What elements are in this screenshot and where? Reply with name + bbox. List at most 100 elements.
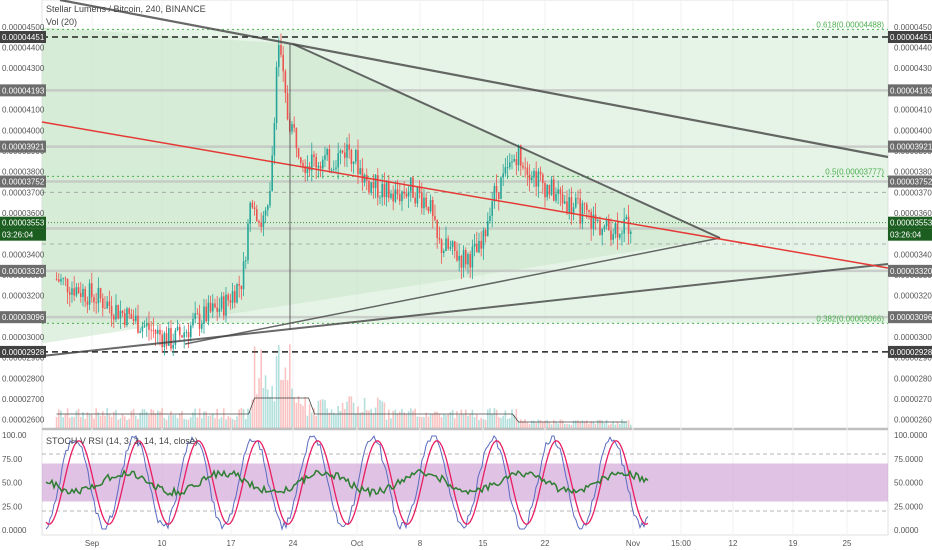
- candle-body: [405, 193, 408, 197]
- volume-bar: [242, 409, 245, 428]
- stoch-tick-label: 100.0000: [894, 431, 928, 440]
- candle-body: [183, 332, 185, 338]
- volume-bar: [106, 408, 108, 428]
- triangle-fill: [42, 27, 888, 344]
- candle-body: [621, 233, 623, 235]
- volume-bar: [530, 420, 533, 428]
- candle-body: [302, 162, 304, 167]
- volume-bar: [429, 414, 432, 428]
- candle-body: [623, 219, 625, 234]
- volume-bar: [519, 419, 522, 428]
- candle-body: [546, 184, 548, 198]
- candle-body: [282, 54, 284, 72]
- volume-bar: [299, 403, 302, 428]
- left-level-label: 0.00003921: [2, 143, 45, 152]
- candle-body: [75, 287, 78, 296]
- candle-body: [508, 162, 511, 168]
- candle-body: [172, 344, 174, 349]
- right-level-label-box: [888, 311, 932, 324]
- volume-bar: [302, 406, 304, 428]
- candle-body: [181, 335, 183, 338]
- candle-body: [445, 238, 447, 252]
- volume-bar: [211, 413, 214, 428]
- candle-body: [511, 161, 513, 163]
- volume-bar: [337, 405, 339, 428]
- candle-body: [185, 332, 188, 333]
- candle-body: [601, 228, 603, 236]
- candle-body: [112, 315, 115, 320]
- candle-body: [581, 203, 584, 224]
- stoch-rsi-line: [45, 468, 649, 499]
- candle-body: [566, 201, 568, 214]
- candle-body: [502, 173, 504, 178]
- volume-bar: [409, 408, 412, 428]
- volume-bar: [517, 421, 520, 428]
- volume-bar: [583, 421, 586, 428]
- time-tick-label: Sep: [85, 539, 100, 548]
- volume-bar: [594, 423, 597, 428]
- left-level-label-box: [0, 84, 46, 97]
- candle-body: [348, 144, 350, 150]
- volume-bar: [258, 378, 260, 428]
- volume-bar: [304, 397, 306, 428]
- candle-body: [328, 149, 331, 170]
- volume-bar: [348, 396, 350, 428]
- candle-body: [264, 210, 267, 216]
- candle-body: [359, 168, 361, 175]
- candle-body: [220, 296, 223, 309]
- candle-body: [583, 203, 586, 205]
- candle-body: [363, 174, 366, 183]
- volume-bar: [601, 420, 603, 428]
- left-price-tick-label: 0.00003600: [2, 209, 45, 218]
- upper-trendline: [59, 0, 889, 159]
- left-countdown-box: [0, 228, 46, 241]
- volume-bar: [288, 344, 291, 428]
- volume-bar: [398, 411, 401, 428]
- volume-bar: [381, 401, 383, 428]
- candle-body: [205, 306, 207, 322]
- volume-bar: [383, 402, 386, 428]
- candle-body: [115, 304, 117, 320]
- volume-bar: [561, 420, 564, 428]
- volume-bar: [172, 415, 174, 428]
- candle-body: [137, 315, 139, 333]
- candle-body: [306, 166, 309, 173]
- volume-bar: [225, 419, 227, 428]
- time-tick-label: Nov: [626, 539, 640, 548]
- volume-bar: [84, 418, 86, 428]
- candle-body: [82, 288, 84, 297]
- candle-body: [163, 333, 166, 348]
- right-current-price-box: [888, 216, 932, 229]
- candle-body: [148, 323, 150, 330]
- stoch-label: STOCH V RSI (14, 3, 3, 14, 14, close): [46, 436, 198, 446]
- volume-bar: [183, 418, 185, 428]
- candle-body: [291, 124, 293, 132]
- right-countdown: 03:26:04: [890, 231, 922, 240]
- candle-body: [493, 186, 496, 202]
- candle-body: [284, 71, 287, 94]
- candle-body: [117, 304, 119, 319]
- volume-bar: [394, 409, 397, 428]
- candle-body: [610, 230, 612, 240]
- candle-body: [71, 288, 73, 295]
- candle-body: [460, 255, 463, 268]
- candle-body: [178, 326, 181, 336]
- price-tick-label: 0.00002700: [894, 395, 932, 404]
- time-tick-label: 15:00: [671, 539, 692, 548]
- candle-body: [497, 192, 500, 200]
- volume-bar: [559, 419, 562, 428]
- candle-body: [449, 247, 452, 249]
- right-current-price: 0.00003553: [890, 219, 932, 228]
- candle-body: [561, 193, 564, 204]
- volume-bar: [539, 420, 542, 428]
- volume-bar: [493, 408, 496, 428]
- candle-body: [559, 189, 562, 194]
- candle-body: [473, 243, 476, 247]
- candle-body: [295, 127, 298, 149]
- volume-bar: [574, 420, 577, 428]
- volume-bar: [418, 416, 421, 428]
- volume-bar: [93, 418, 95, 428]
- time-tick-label: 8: [418, 539, 423, 548]
- candle-body: [530, 177, 533, 181]
